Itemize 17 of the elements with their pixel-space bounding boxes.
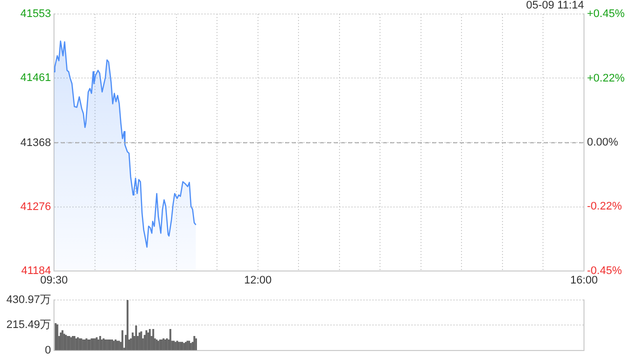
y-tick-label: 41184 bbox=[21, 264, 51, 277]
text: 05-09 11:14 bbox=[526, 0, 584, 12]
y-tick-label: 215.49万 bbox=[6, 319, 51, 332]
y-tick-label: 41368 bbox=[20, 136, 51, 149]
x-tick-label: 12:00 bbox=[244, 274, 272, 286]
x-tick-label: 09:30 bbox=[40, 274, 68, 286]
y2-tick-label: -0.22% bbox=[587, 200, 622, 212]
x-tick-label: 16:00 bbox=[570, 274, 598, 286]
y2-tick-label: -0.45% bbox=[587, 264, 622, 277]
y-tick-label: 0 bbox=[44, 344, 51, 356]
y2-tick-label: +0.22% bbox=[587, 72, 625, 85]
y-tick-label: 430.97万 bbox=[6, 294, 51, 306]
y-tick-label: 41553 bbox=[20, 8, 51, 20]
y2-tick-label: +0.45% bbox=[587, 8, 625, 20]
y2-tick-label: 0.00% bbox=[587, 136, 618, 148]
y-tick-label: 41276 bbox=[20, 200, 51, 213]
y-tick-label: 41461 bbox=[20, 72, 51, 84]
